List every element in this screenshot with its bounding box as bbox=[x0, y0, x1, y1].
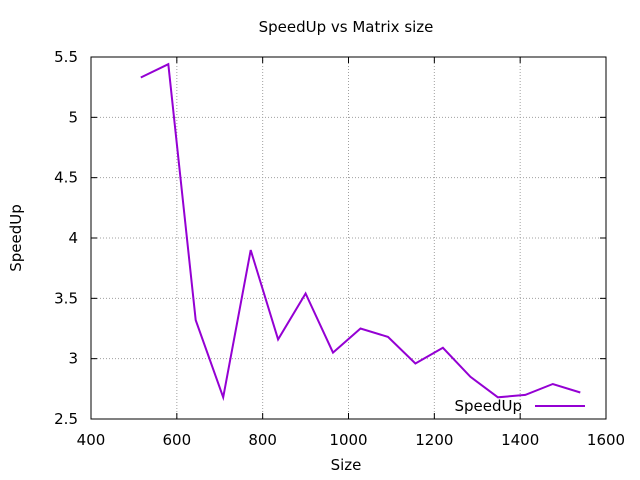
x-tick-label: 1200 bbox=[415, 431, 453, 449]
x-tick-label: 400 bbox=[77, 431, 106, 449]
series-line bbox=[140, 62, 581, 402]
y-tick-labels: 2.5 3 3.5 4 4.5 5 5.5 bbox=[54, 48, 78, 428]
y-axis-title: SpeedUp bbox=[7, 204, 25, 272]
legend: SpeedUp bbox=[454, 397, 585, 415]
x-tick-label: 1000 bbox=[329, 431, 367, 449]
series-layer bbox=[140, 62, 581, 402]
x-tick-label: 800 bbox=[248, 431, 277, 449]
y-tick-label: 3 bbox=[68, 350, 78, 368]
x-tick-label: 1400 bbox=[501, 431, 539, 449]
grid bbox=[91, 57, 606, 419]
y-tick-label: 5.5 bbox=[54, 48, 78, 66]
x-tick-labels: 400 600 800 1000 1200 1400 1600 bbox=[77, 431, 625, 449]
x-tick-label: 600 bbox=[163, 431, 192, 449]
axis-ticks bbox=[90, 56, 607, 420]
y-tick-label: 2.5 bbox=[54, 410, 78, 428]
y-tick-label: 5 bbox=[68, 108, 78, 126]
y-tick-label: 3.5 bbox=[54, 289, 78, 307]
legend-label: SpeedUp bbox=[454, 397, 522, 415]
chart-title: SpeedUp vs Matrix size bbox=[259, 18, 434, 36]
x-tick-label: 1600 bbox=[587, 431, 625, 449]
x-axis-title: Size bbox=[331, 456, 362, 474]
y-tick-label: 4.5 bbox=[54, 169, 78, 187]
y-tick-label: 4 bbox=[68, 229, 78, 247]
